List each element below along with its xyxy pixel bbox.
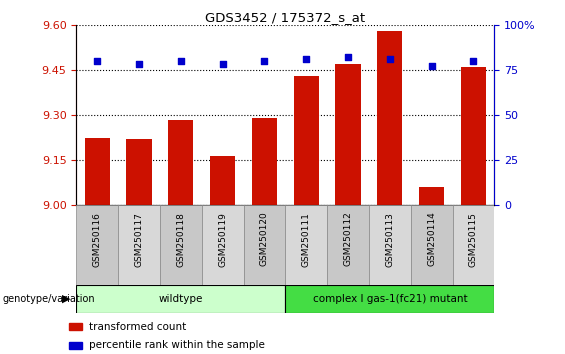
Text: percentile rank within the sample: percentile rank within the sample — [89, 341, 264, 350]
Point — [176, 58, 185, 64]
Bar — [419, 187, 444, 205]
Text: genotype/variation: genotype/variation — [3, 294, 95, 304]
Bar — [244, 205, 285, 285]
Bar — [377, 31, 402, 205]
Text: GSM250112: GSM250112 — [344, 212, 353, 267]
Point — [134, 62, 144, 67]
Bar — [210, 156, 235, 205]
Text: GDS3452 / 175372_s_at: GDS3452 / 175372_s_at — [205, 11, 366, 24]
Bar — [85, 138, 110, 205]
Bar — [127, 139, 151, 205]
Text: GSM250114: GSM250114 — [427, 212, 436, 267]
Text: ▶: ▶ — [62, 294, 71, 304]
Bar — [453, 205, 494, 285]
Bar — [202, 205, 244, 285]
Text: wildtype: wildtype — [159, 294, 203, 304]
Text: transformed count: transformed count — [89, 322, 186, 332]
Point — [93, 58, 102, 64]
Bar — [168, 120, 193, 205]
Text: GSM250119: GSM250119 — [218, 212, 227, 267]
Point — [385, 56, 394, 62]
Bar — [461, 67, 486, 205]
Bar — [285, 285, 494, 313]
Point — [302, 56, 311, 62]
Point — [218, 62, 227, 67]
Bar — [69, 342, 82, 349]
Bar — [118, 205, 160, 285]
Bar — [327, 205, 369, 285]
Text: GSM250118: GSM250118 — [176, 212, 185, 267]
Bar — [369, 205, 411, 285]
Point — [469, 58, 478, 64]
Text: GSM250113: GSM250113 — [385, 212, 394, 267]
Bar — [160, 205, 202, 285]
Text: GSM250116: GSM250116 — [93, 212, 102, 267]
Text: complex I gas-1(fc21) mutant: complex I gas-1(fc21) mutant — [312, 294, 467, 304]
Bar — [285, 205, 327, 285]
Text: GSM250111: GSM250111 — [302, 212, 311, 267]
Point — [344, 55, 353, 60]
Bar — [252, 118, 277, 205]
Bar — [76, 285, 285, 313]
Text: GSM250120: GSM250120 — [260, 212, 269, 267]
Point — [427, 63, 436, 69]
Bar — [411, 205, 453, 285]
Text: GSM250115: GSM250115 — [469, 212, 478, 267]
Text: GSM250117: GSM250117 — [134, 212, 144, 267]
Bar — [69, 323, 82, 330]
Point — [260, 58, 269, 64]
Bar — [336, 64, 360, 205]
Bar — [76, 205, 118, 285]
Bar — [294, 76, 319, 205]
